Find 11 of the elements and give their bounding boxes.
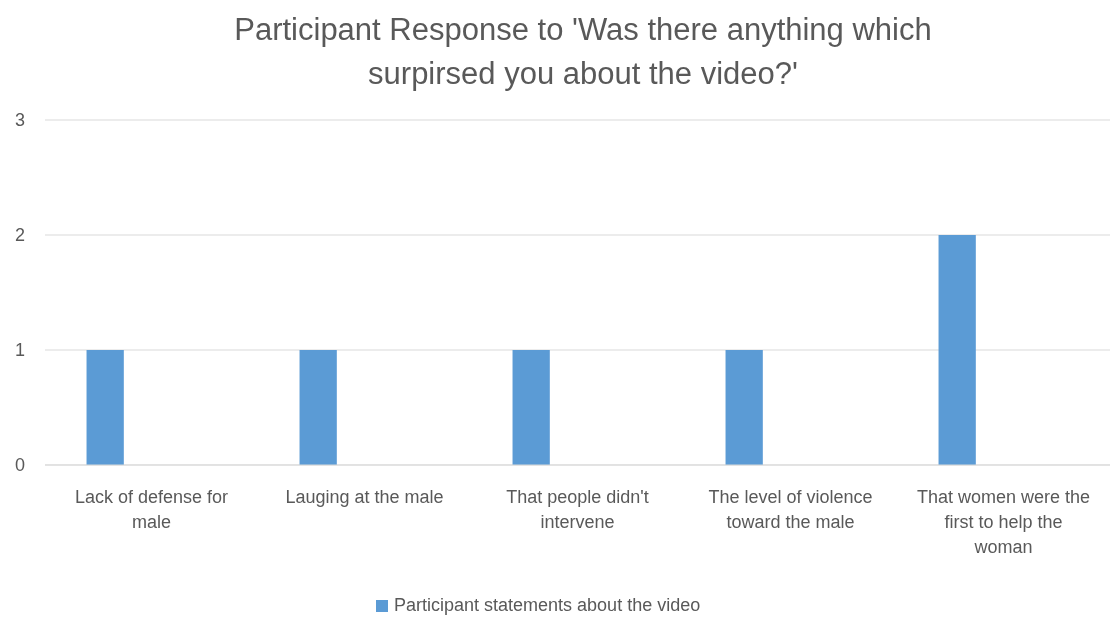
- y-tick-label: 1: [14, 340, 26, 360]
- x-tick-label: Lauging at the male: [285, 487, 444, 507]
- y-tick-label: 2: [14, 225, 26, 245]
- x-tick-label: Lack of defense for male: [74, 487, 229, 532]
- x-tick-label: That women were the first to help the woman: [916, 487, 1091, 557]
- x-tick-label: The level of violence toward the male: [708, 487, 873, 532]
- chart-title: Participant Response to 'Was there anything which surpirsed you about the video?': [234, 12, 932, 91]
- x-tick-label: That people didn't intervene: [506, 487, 649, 532]
- legend-label: Participant statements about the video: [394, 595, 701, 615]
- y-tick-label: 3: [14, 110, 26, 130]
- y-tick-label: 0: [14, 455, 26, 475]
